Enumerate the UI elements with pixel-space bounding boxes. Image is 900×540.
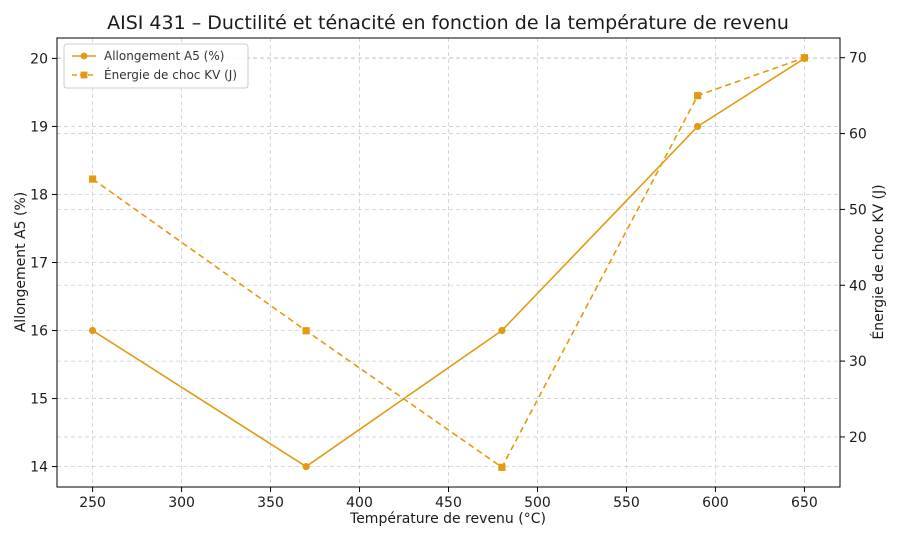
x-tick-label: 350 [257,495,284,511]
x-tick-label: 300 [168,495,195,511]
x-tick-label: 450 [435,495,462,511]
chart-title: AISI 431 – Ductilité et ténacité en fonc… [107,12,789,34]
y-tick-label: 16 [30,324,48,340]
legend-label-impact-energy: Énergie de choc KV (J) [104,67,237,82]
data-point-elongation [498,326,506,335]
data-point-impact-energy [694,92,702,100]
y2-tick-label: 60 [849,127,867,143]
grid [57,38,840,487]
x-tick-label: 400 [346,495,373,511]
legend-marker-impact-energy [80,71,88,79]
legend: Allongement A5 (%) Énergie de choc KV (J) [63,43,249,89]
x-axis-label: Température de revenu (°C) [349,511,546,527]
x-tick-label: 650 [791,495,818,511]
legend-marker-elongation [80,52,88,60]
x-tick-label: 500 [524,495,551,511]
data-point-impact-energy [302,327,310,335]
y-axis-label: Allongement A5 (%) [13,192,29,333]
y2-tick-label: 50 [849,202,867,218]
legend-box [63,43,249,89]
y-tick-label: 19 [30,119,48,135]
data-point-impact-energy [88,175,97,183]
y-tick-label: 14 [30,460,48,476]
y-tick-label: 17 [30,256,48,272]
data-point-impact-energy [800,54,809,62]
axes: 250 300 350 400 450 500 550 600 650 14 15 16 17 18 19 2… [30,37,867,511]
y2-tick-label: 20 [849,430,867,446]
y-tick-label: 15 [30,392,48,408]
x-tick-label: 550 [613,495,640,511]
y-tick-label: 20 [30,51,48,67]
y-tick-label: 18 [30,187,48,203]
data-point-elongation [88,326,97,335]
data-point-impact-energy [498,463,506,471]
data-point-elongation [694,122,702,131]
y2-tick-label: 30 [849,354,867,370]
data-point-elongation [302,462,310,471]
x-tick-label: 600 [702,495,729,511]
y2-axis-label: Énergie de choc KV (J) [870,184,887,339]
plot-area [88,54,809,471]
y2-tick-label: 70 [849,51,867,67]
legend-label-elongation: Allongement A5 (%) [104,49,224,63]
x-tick-label: 250 [79,495,106,511]
y2-tick-label: 40 [849,278,867,294]
